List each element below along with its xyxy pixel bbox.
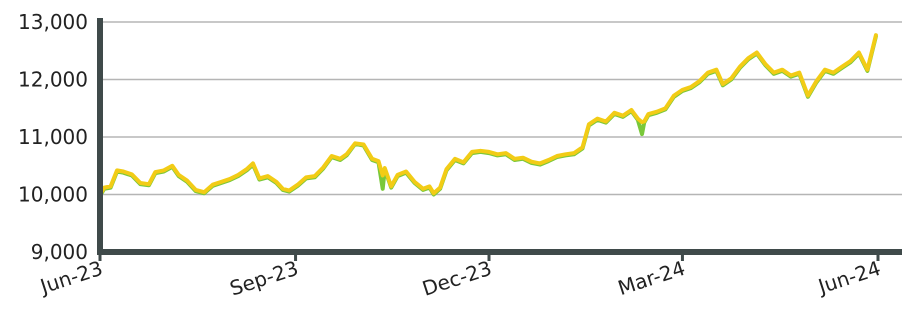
axes	[97, 18, 902, 261]
y-tick-label: 12,000	[18, 68, 88, 92]
y-tick-label: 10,000	[18, 183, 88, 207]
x-tick-label: Mar-24	[615, 256, 688, 300]
x-tick-label: Sep-23	[227, 256, 301, 301]
y-tick-label: 13,000	[18, 10, 88, 34]
y-tick-labels: 9,000 10,000 11,000 12,000 13,000	[18, 10, 88, 264]
gridlines	[100, 21, 902, 196]
x-tick-label: Jun-24	[813, 256, 883, 299]
series-line-1	[98, 34, 878, 198]
x-tick-labels: Jun-23 Sep-23 Dec-23 Mar-24 Jun-24	[35, 256, 883, 301]
series-line-2	[98, 33, 878, 197]
x-tick-label: Dec-23	[419, 256, 494, 301]
y-tick-label: 9,000	[31, 240, 88, 264]
y-tick-label: 11,000	[18, 125, 88, 149]
series-lines	[98, 33, 878, 198]
